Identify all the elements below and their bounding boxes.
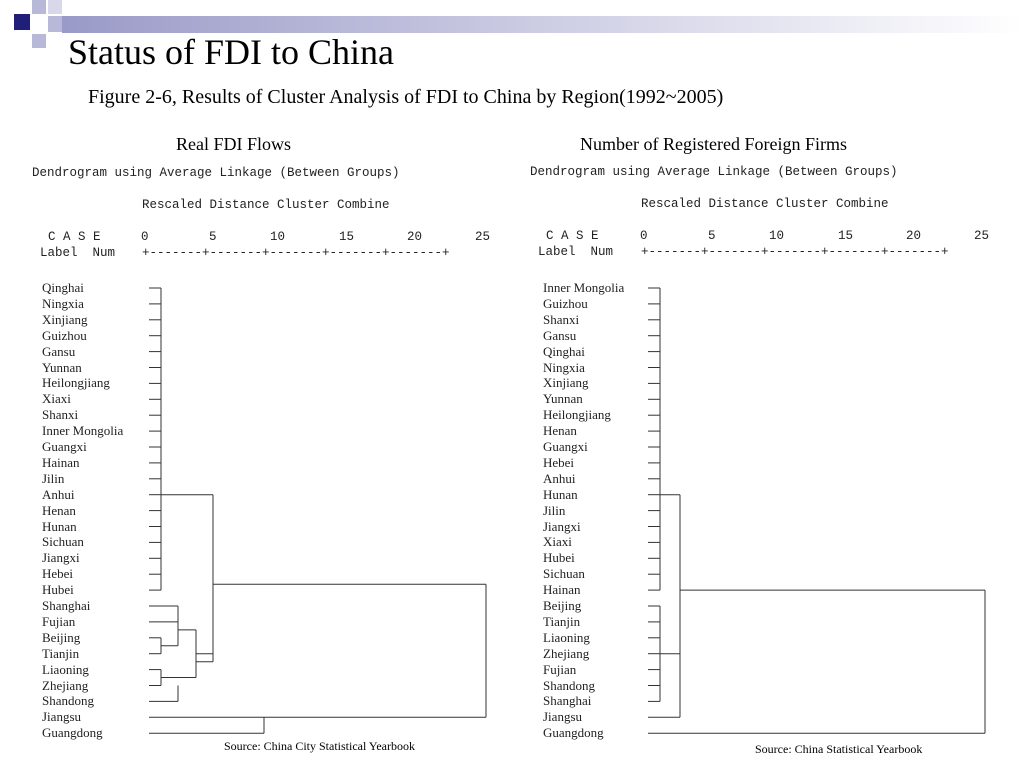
deco-square-light: [32, 34, 46, 48]
region-label: Jilin: [42, 470, 65, 486]
region-label: Inner Mongolia: [543, 280, 625, 295]
gradient-band: [62, 16, 1024, 33]
region-label: Hebei: [543, 454, 575, 470]
region-label: Anhui: [543, 470, 576, 486]
region-label: Fujian: [543, 661, 577, 677]
region-label: Hebei: [42, 566, 74, 582]
left-ruler: +-------+-------+-------+-------+-------…: [142, 246, 450, 260]
region-label: Henan: [543, 423, 577, 439]
region-label: Gansu: [42, 343, 76, 359]
region-label: Xinjiang: [42, 311, 88, 327]
region-label: Fujian: [42, 613, 76, 629]
region-label: Jilin: [543, 502, 566, 518]
right-tick-10: 10: [769, 229, 785, 243]
figure-caption: Figure 2-6, Results of Cluster Analysis …: [88, 86, 724, 108]
right-panel-heading: Number of Registered Foreign Firms: [580, 134, 847, 154]
region-label: Jiangxi: [543, 518, 581, 534]
region-label: Hunan: [543, 486, 578, 502]
deco-square-light: [48, 0, 62, 14]
region-label: Hainan: [543, 582, 581, 598]
slide-title: Status of FDI to China: [68, 32, 395, 72]
region-label: Heilongjiang: [543, 407, 611, 423]
region-label: Guizhou: [42, 327, 87, 343]
region-label: Zhejiang: [42, 677, 89, 693]
region-label: Ningxia: [42, 295, 84, 311]
region-label: Beijing: [543, 598, 582, 613]
region-label: Anhui: [42, 486, 75, 502]
region-label: Guizhou: [543, 295, 588, 311]
right-ruler: +-------+-------+-------+-------+-------…: [641, 245, 949, 259]
region-label: Zhejiang: [543, 645, 590, 661]
title-decoration: [14, 0, 1024, 48]
right-case-header: C A S E: [546, 229, 599, 243]
left-tick-0: 0: [141, 230, 149, 244]
region-label: Hubei: [42, 582, 74, 598]
region-label: Guangxi: [42, 439, 87, 454]
region-label: Heilongjiang: [42, 375, 110, 391]
region-label: Shandong: [42, 693, 94, 709]
right-label-header: Label Num: [538, 245, 614, 259]
region-label: Gansu: [543, 327, 577, 343]
left-tick-5: 5: [209, 230, 217, 244]
right-rescaled-caption: Rescaled Distance Cluster Combine: [641, 197, 889, 211]
region-label: Qinghai: [543, 343, 585, 359]
left-source-note: Source: China City Statistical Yearbook: [224, 739, 415, 753]
right-tick-5: 5: [708, 229, 716, 243]
region-label: Liaoning: [42, 661, 89, 677]
region-label: Xinjiang: [543, 375, 589, 391]
region-label: Shanxi: [543, 311, 580, 327]
deco-square-light: [32, 0, 46, 14]
right-source-note: Source: China Statistical Yearbook: [755, 742, 923, 756]
region-label: Hunan: [42, 518, 77, 534]
region-label: Shandong: [543, 677, 595, 693]
region-label: Ningxia: [543, 359, 585, 375]
region-label: Beijing: [42, 629, 81, 645]
region-label: Shanghai: [42, 598, 91, 613]
left-tick-25: 25: [475, 230, 491, 244]
right-tick-0: 0: [640, 229, 648, 243]
region-label: Hainan: [42, 454, 80, 470]
region-label: Yunnan: [42, 359, 82, 375]
right-dendrogram-method: Dendrogram using Average Linkage (Betwee…: [530, 165, 898, 179]
region-label: Tianjin: [42, 645, 80, 661]
left-tick-10: 10: [270, 230, 286, 244]
deco-square-light: [48, 16, 62, 32]
left-case-header: C A S E: [48, 230, 101, 244]
region-label: Qinghai: [42, 280, 84, 295]
region-label: Shanghai: [543, 693, 592, 709]
region-label: Xiaxi: [543, 534, 572, 550]
region-label: Inner Mongolia: [42, 423, 124, 439]
region-label: Yunnan: [543, 391, 583, 407]
right-tick-25: 25: [974, 229, 990, 243]
region-label: Guangxi: [543, 439, 588, 454]
left-rescaled-caption: Rescaled Distance Cluster Combine: [142, 198, 390, 212]
region-label: Henan: [42, 502, 76, 518]
region-label: Sichuan: [42, 534, 84, 550]
left-tick-15: 15: [339, 230, 355, 244]
region-label: Sichuan: [543, 566, 585, 582]
region-label: Guangdong: [543, 725, 604, 741]
left-dendrogram-method: Dendrogram using Average Linkage (Betwee…: [32, 166, 400, 180]
left-panel-heading: Real FDI Flows: [176, 134, 292, 154]
right-tick-15: 15: [838, 229, 854, 243]
region-label: Jiangsu: [543, 709, 582, 725]
left-label-header: Label Num: [40, 246, 116, 260]
region-label: Jiangxi: [42, 550, 80, 566]
region-label: Xiaxi: [42, 391, 71, 407]
region-label: Shanxi: [42, 407, 79, 423]
region-label: Guangdong: [42, 725, 103, 741]
region-label: Liaoning: [543, 629, 590, 645]
region-label: Hubei: [543, 550, 575, 566]
right-tick-20: 20: [906, 229, 922, 243]
deco-square-dark: [14, 14, 30, 30]
region-label: Tianjin: [543, 613, 581, 629]
region-label: Jiangsu: [42, 709, 81, 725]
left-tick-20: 20: [407, 230, 423, 244]
